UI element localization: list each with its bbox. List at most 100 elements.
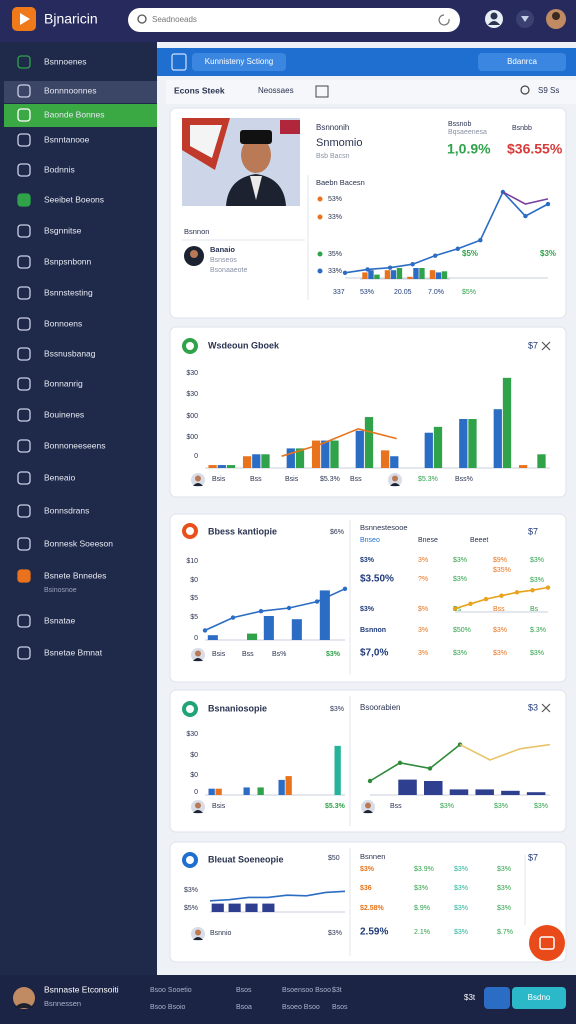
menu-icon[interactable] (17, 163, 31, 177)
footer (0, 975, 576, 1024)
menu-icon[interactable] (17, 471, 31, 485)
person-name: Bsnnonih (316, 123, 349, 132)
menu-icon[interactable] (17, 286, 31, 300)
footer-link[interactable]: Bsoo Sooetio (150, 987, 192, 994)
menu-icon[interactable] (17, 84, 31, 98)
search-icon[interactable] (520, 85, 530, 95)
point (202, 628, 208, 633)
avatar-face (195, 475, 201, 482)
menu-item[interactable]: Bonnesk Soeeson (44, 538, 113, 548)
bar (263, 616, 274, 640)
table-header: Bnseo (360, 537, 380, 544)
toolbar-icon[interactable] (171, 53, 187, 71)
footer-link[interactable]: Bsoeo Bsoo (282, 1004, 320, 1011)
footer-link[interactable]: Bsos (236, 987, 252, 994)
action-button[interactable] (478, 53, 566, 71)
footer-avatar (13, 987, 35, 1009)
menu-item[interactable]: Bonnanrig (44, 378, 83, 388)
menu-item[interactable]: Bssnusbanag (44, 348, 96, 358)
filter-label[interactable]: S9 Ss (538, 86, 559, 95)
bar (384, 270, 391, 279)
menu-icon[interactable] (17, 108, 31, 122)
button-label[interactable]: Bdanrca (507, 57, 537, 66)
menu-item[interactable]: Bsnetae Bmnat (44, 647, 103, 657)
footer-link[interactable]: Bsos (332, 1004, 348, 1011)
card-badge: $50 (328, 855, 340, 862)
tab-button[interactable] (192, 53, 286, 71)
menu-item[interactable]: Bsnete Bnnedes (44, 570, 106, 580)
menu-item[interactable]: Bonnnoonnes (44, 85, 96, 95)
menu-item[interactable]: Bouinenes (44, 409, 84, 419)
table-cell: 2.59% (360, 927, 388, 938)
bar (407, 276, 413, 279)
menu-icon[interactable] (17, 55, 31, 69)
menu-icon[interactable] (17, 347, 31, 361)
menu-item[interactable]: Bonnsdrans (44, 505, 89, 515)
point (410, 262, 415, 267)
menu-icon[interactable] (17, 504, 31, 518)
menu-item[interactable]: Bonnoens (44, 318, 82, 328)
menu-icon[interactable] (17, 193, 31, 207)
y-tick-label: $3% (184, 887, 198, 894)
menu-item[interactable]: Bsgnnitse (44, 225, 82, 235)
bar (285, 776, 292, 795)
menu-icon[interactable] (17, 255, 31, 269)
table-cell: $3.9% (414, 866, 434, 873)
bar (208, 788, 215, 795)
menu-icon[interactable] (17, 133, 31, 147)
person-name: Banaio (210, 245, 235, 254)
menu-item[interactable]: Baonde Bonnes (44, 109, 105, 119)
search-box[interactable] (128, 8, 460, 32)
x-tick-label: Bs% (272, 651, 286, 658)
point (499, 593, 504, 598)
fab[interactable] (529, 925, 565, 961)
menu-icon[interactable] (17, 537, 31, 551)
menu-item[interactable]: Bsnnoenes (44, 56, 87, 66)
table-cell: $3% (497, 885, 511, 892)
menu-item[interactable]: Bsnatae (44, 615, 75, 625)
table-cell: ?% (418, 576, 428, 583)
table-header: Beeet (470, 537, 488, 544)
menu-icon[interactable] (17, 439, 31, 453)
bar (398, 779, 417, 795)
footer-link[interactable]: Bsoensoo Bsoo (282, 987, 331, 994)
bar (286, 448, 295, 468)
menu-icon[interactable] (17, 224, 31, 238)
menu-item[interactable]: Bonnoneeseens (44, 440, 105, 450)
tab-label[interactable]: Kunnisteny Sctiong (205, 57, 274, 66)
footer-link[interactable]: Bsoo Bsoio (150, 1004, 186, 1011)
menu-item[interactable]: Bodnnis (44, 164, 75, 174)
y-tick-label: 0 (194, 635, 198, 642)
point (342, 586, 348, 591)
menu-item[interactable]: Bsnntanooe (44, 134, 90, 144)
menu-item[interactable]: Seeibet Boeons (44, 194, 104, 204)
close-icon[interactable] (541, 341, 551, 351)
refresh-icon[interactable] (438, 14, 450, 26)
menu-icon[interactable] (17, 646, 31, 660)
menu-icon[interactable] (17, 377, 31, 391)
menu-icon[interactable] (17, 408, 31, 422)
table-cell: $3% (360, 866, 375, 873)
footer-link[interactable]: Bsoa (236, 1004, 252, 1011)
footer-icon-button[interactable] (484, 987, 510, 1009)
menu-icon[interactable] (17, 614, 31, 628)
x-tick-label: $3% (326, 651, 341, 658)
menu-item[interactable]: Beneaio (44, 472, 75, 482)
footer-button-label[interactable]: Bsdno (528, 993, 551, 1002)
menu-item[interactable]: Bsnpsnbonn (44, 256, 92, 266)
close-icon[interactable] (541, 703, 551, 713)
filter-label[interactable]: Neossaes (258, 86, 294, 95)
table-cell: $3% (360, 557, 375, 564)
avatar-body (193, 937, 203, 940)
filter-icon[interactable] (315, 85, 329, 98)
menu-icon[interactable] (17, 569, 31, 583)
x-tick-label: $5.3% (418, 476, 438, 483)
menu-icon[interactable] (17, 317, 31, 331)
footer-link[interactable]: $3t (332, 987, 342, 994)
bar (413, 268, 419, 279)
avatar-body (363, 810, 373, 813)
y-tick-label: 0 (194, 789, 198, 796)
menu-item[interactable]: Bsnnstesting (44, 287, 93, 297)
filter-label[interactable]: Econs Steek (174, 85, 225, 95)
footer-button[interactable] (512, 987, 566, 1009)
